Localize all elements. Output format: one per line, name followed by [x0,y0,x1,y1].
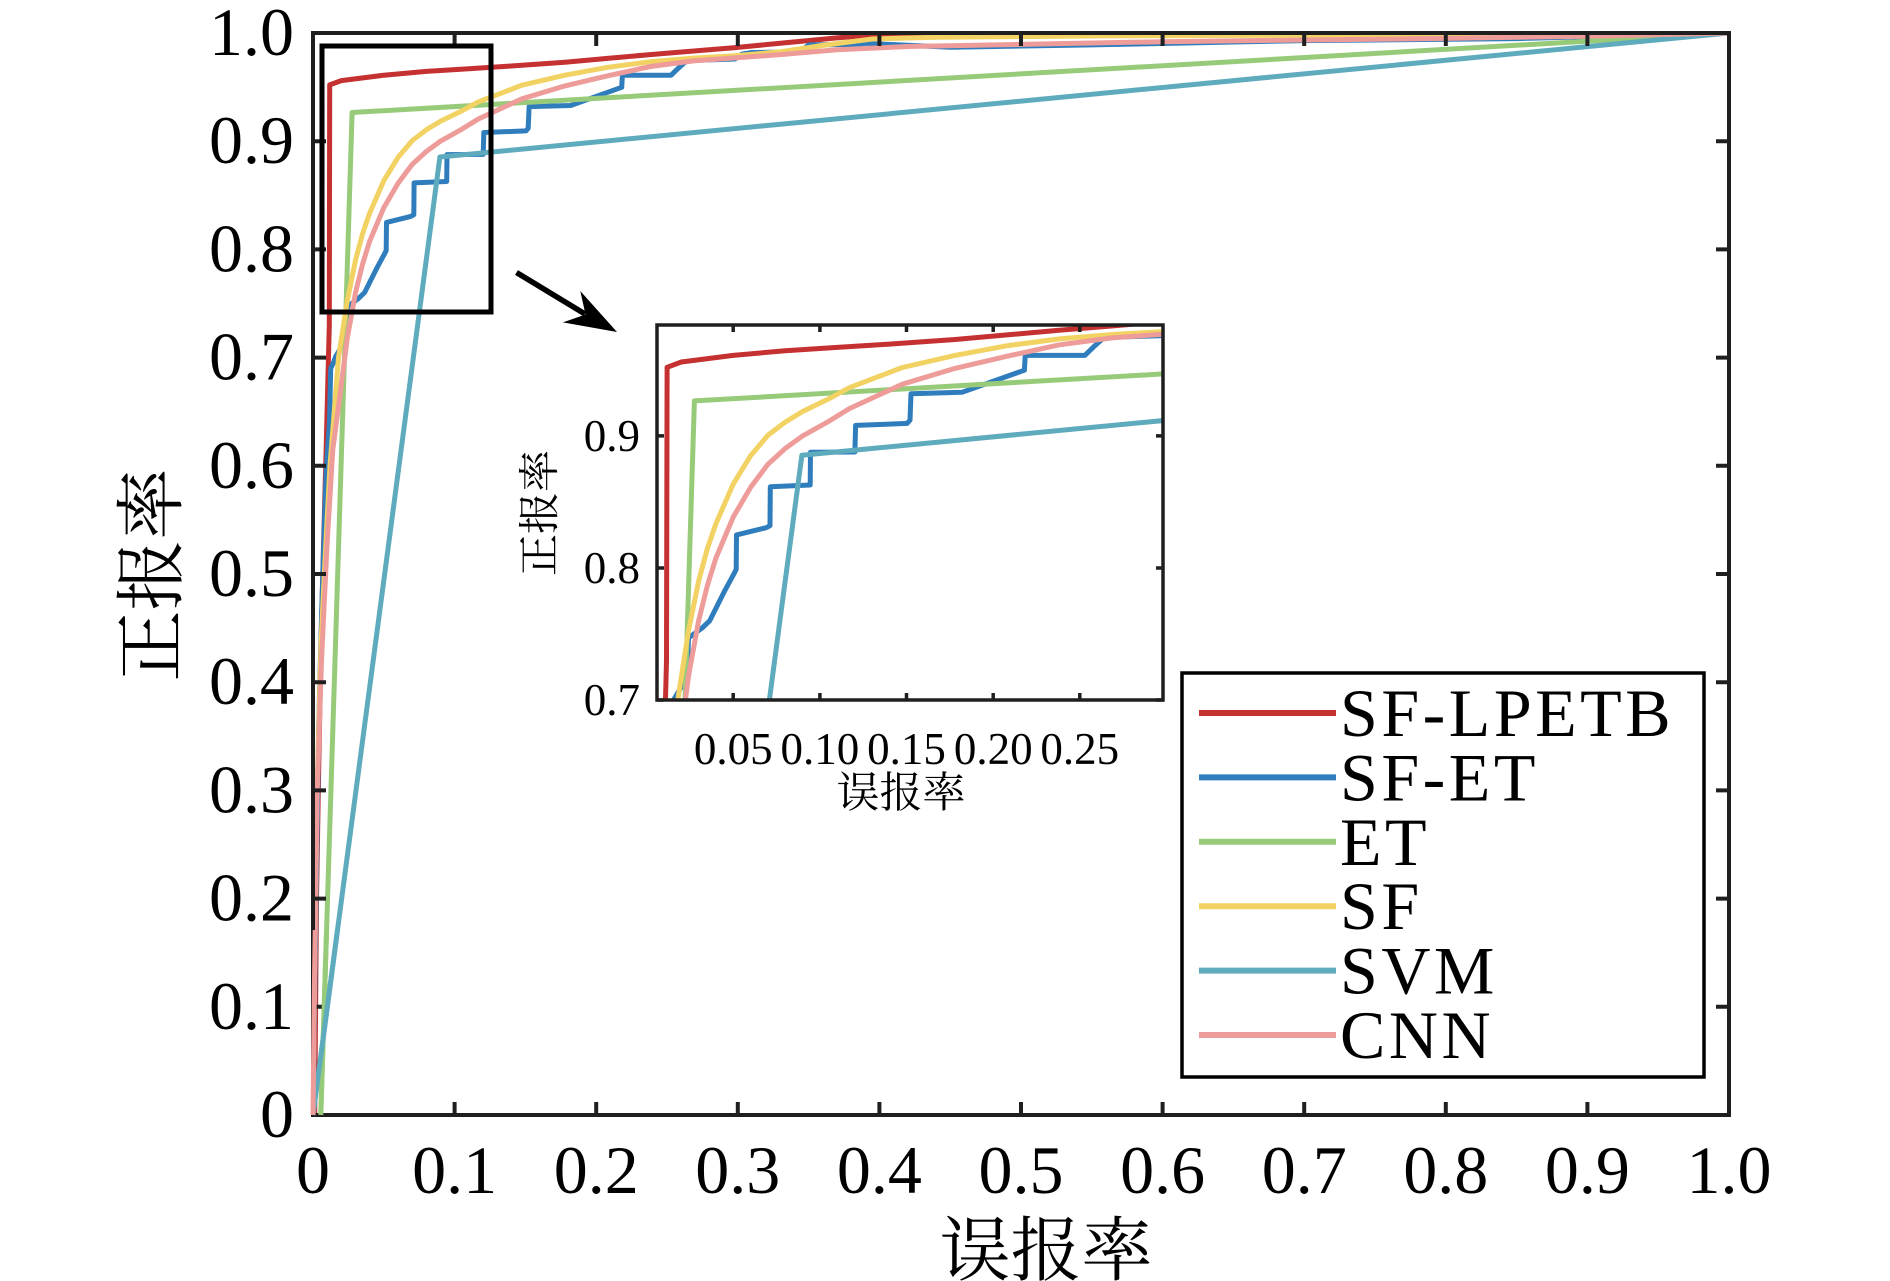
svg-text:0.9: 0.9 [584,411,640,461]
svg-text:0.05: 0.05 [694,724,773,774]
svg-text:SF: SF [1340,868,1423,944]
svg-text:0.15: 0.15 [867,724,946,774]
svg-text:0.6: 0.6 [1120,1132,1205,1208]
svg-text:0.7: 0.7 [209,319,294,395]
svg-text:0.5: 0.5 [209,535,294,611]
svg-text:0.25: 0.25 [1040,724,1119,774]
svg-text:0.1: 0.1 [209,968,294,1044]
svg-text:1.0: 1.0 [209,0,294,70]
svg-text:SF-LPETB: SF-LPETB [1340,675,1674,751]
svg-text:0: 0 [296,1132,330,1208]
svg-text:SF-ET: SF-ET [1340,739,1539,815]
svg-text:0.4: 0.4 [209,643,294,719]
svg-text:0.3: 0.3 [695,1132,780,1208]
svg-text:0.20: 0.20 [954,724,1033,774]
svg-text:ET: ET [1340,804,1430,880]
svg-text:CNN: CNN [1340,997,1494,1073]
svg-text:0.8: 0.8 [1403,1132,1488,1208]
svg-text:0: 0 [260,1076,294,1152]
svg-text:SVM: SVM [1340,933,1498,1009]
svg-text:0.4: 0.4 [837,1132,922,1208]
svg-text:1.0: 1.0 [1687,1132,1772,1208]
svg-text:0.7: 0.7 [1262,1132,1347,1208]
svg-text:0.5: 0.5 [979,1132,1064,1208]
svg-text:0.2: 0.2 [209,860,294,936]
svg-text:0.10: 0.10 [781,724,860,774]
svg-text:0.2: 0.2 [554,1132,639,1208]
svg-text:0.8: 0.8 [209,210,294,286]
svg-text:0.6: 0.6 [209,427,294,503]
svg-text:0.9: 0.9 [209,102,294,178]
svg-text:0.8: 0.8 [584,543,640,593]
svg-text:0.7: 0.7 [584,675,640,725]
svg-text:0.1: 0.1 [412,1132,497,1208]
svg-text:0.3: 0.3 [209,751,294,827]
svg-text:0.9: 0.9 [1545,1132,1630,1208]
